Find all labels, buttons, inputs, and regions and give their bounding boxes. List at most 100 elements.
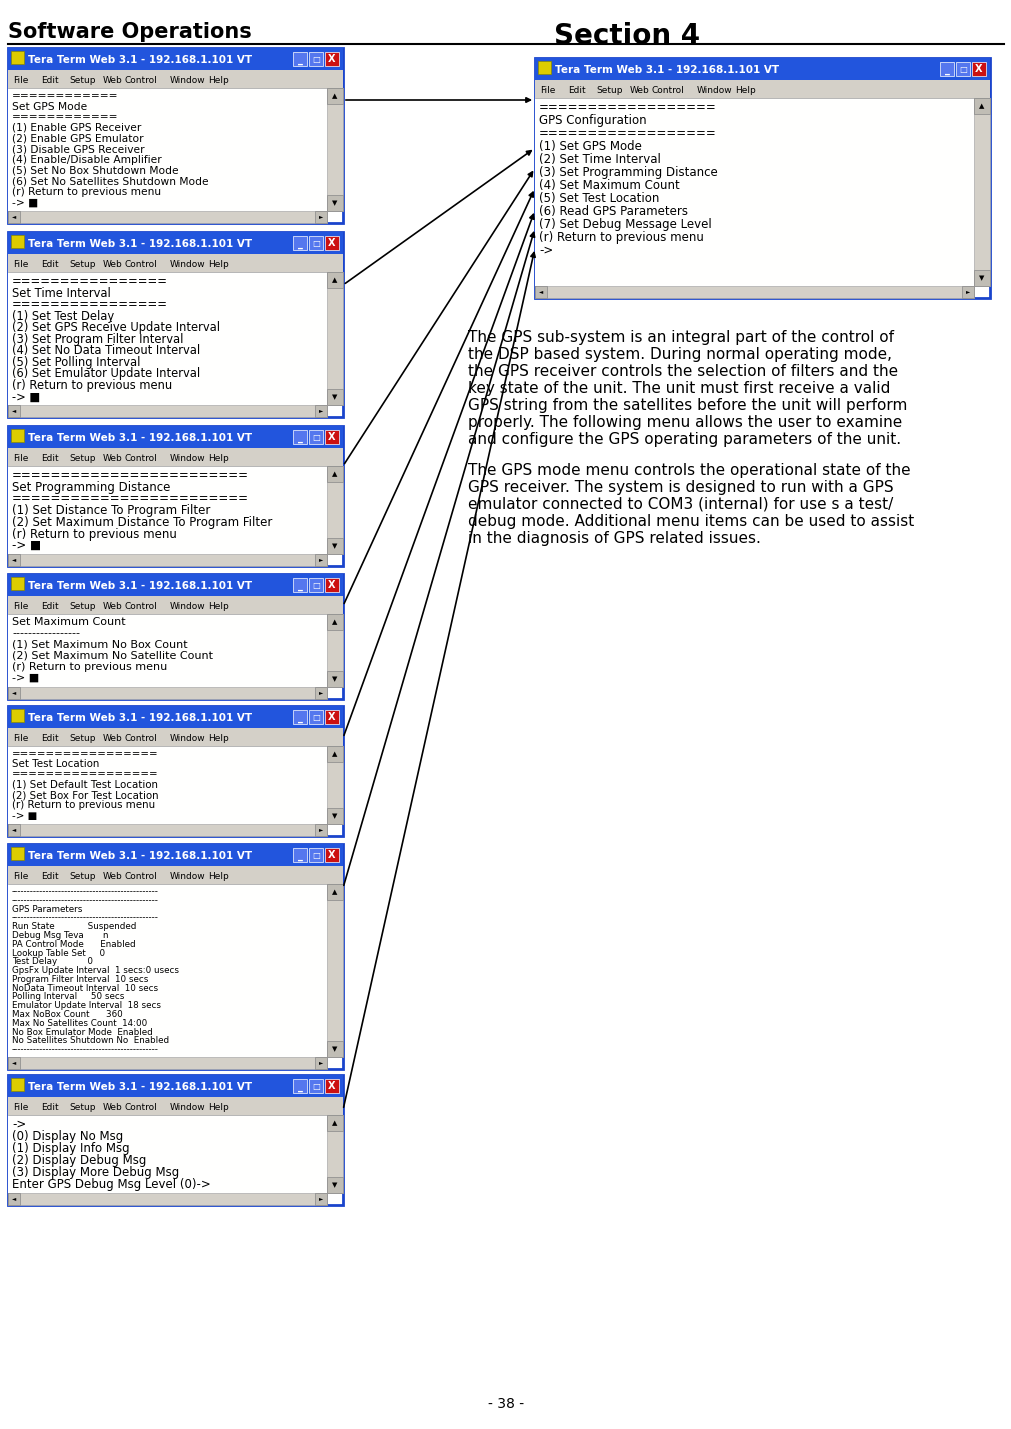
Bar <box>293 577 306 592</box>
Text: the GPS receiver controls the selection of filters and the: the GPS receiver controls the selection … <box>467 364 897 379</box>
Text: Control: Control <box>125 76 158 84</box>
Bar <box>8 687 20 699</box>
Bar <box>8 825 20 836</box>
Text: Emulator Update Interval  18 secs: Emulator Update Interval 18 secs <box>12 1002 161 1010</box>
Bar <box>11 51 24 64</box>
Bar <box>327 807 343 825</box>
Bar <box>535 286 547 299</box>
Text: Window: Window <box>169 260 205 269</box>
Text: ▲: ▲ <box>332 752 338 757</box>
Text: Edit: Edit <box>41 453 59 463</box>
Bar <box>293 236 306 250</box>
Text: Tera Term Web 3.1 - 192.168.1.101 VT: Tera Term Web 3.1 - 192.168.1.101 VT <box>554 64 778 74</box>
Text: □: □ <box>958 64 966 73</box>
Text: ==================: ================== <box>539 101 716 114</box>
Text: ▲: ▲ <box>332 93 338 99</box>
Bar <box>327 885 343 1057</box>
Text: Edit: Edit <box>567 86 585 94</box>
Bar <box>8 1057 327 1069</box>
Text: (1) Set Distance To Program Filter: (1) Set Distance To Program Filter <box>12 504 210 517</box>
Text: ▼: ▼ <box>332 1046 338 1052</box>
Text: ►: ► <box>318 557 323 563</box>
Text: Setup: Setup <box>69 602 95 610</box>
Bar <box>8 825 327 836</box>
Text: ►: ► <box>318 409 323 413</box>
Text: _: _ <box>297 582 302 592</box>
Bar <box>8 845 343 1069</box>
Bar <box>308 710 323 725</box>
Bar <box>308 1079 323 1093</box>
Text: ->: -> <box>12 1117 26 1130</box>
Text: (1) Set Test Delay: (1) Set Test Delay <box>12 310 114 323</box>
Bar <box>8 254 343 272</box>
Text: GPS string from the satellites before the unit will perform: GPS string from the satellites before th… <box>467 399 907 413</box>
Text: X: X <box>328 54 336 64</box>
Bar <box>325 847 339 862</box>
Bar <box>314 1057 327 1069</box>
Text: Tera Term Web 3.1 - 192.168.1.101 VT: Tera Term Web 3.1 - 192.168.1.101 VT <box>28 713 252 723</box>
Bar <box>314 211 327 223</box>
Bar <box>11 847 24 860</box>
Bar <box>8 574 343 596</box>
Text: NoData Timeout Interval  10 secs: NoData Timeout Interval 10 secs <box>12 983 158 993</box>
Bar <box>327 272 343 404</box>
Text: □: □ <box>311 1082 319 1090</box>
Text: □: □ <box>311 580 319 590</box>
Text: Program Filter Interval  10 secs: Program Filter Interval 10 secs <box>12 975 149 985</box>
Text: the DSP based system. During normal operating mode,: the DSP based system. During normal oper… <box>467 347 891 362</box>
Text: -> ■: -> ■ <box>12 539 41 552</box>
Text: □: □ <box>311 239 319 247</box>
Bar <box>327 466 343 554</box>
Text: (1) Enable GPS Receiver: (1) Enable GPS Receiver <box>12 123 142 133</box>
Text: ▲: ▲ <box>332 1120 338 1126</box>
Text: (2) Set Time Interval: (2) Set Time Interval <box>539 153 660 166</box>
Text: =================: ================= <box>12 749 159 759</box>
Text: Set Time Interval: Set Time Interval <box>12 287 110 300</box>
Bar <box>325 236 339 250</box>
Text: (r) Return to previous menu: (r) Return to previous menu <box>12 379 172 392</box>
Text: Edit: Edit <box>41 733 59 743</box>
Bar <box>314 687 327 699</box>
Text: Tera Term Web 3.1 - 192.168.1.101 VT: Tera Term Web 3.1 - 192.168.1.101 VT <box>28 433 252 443</box>
Text: ◄: ◄ <box>12 827 16 833</box>
Text: (r) Return to previous menu: (r) Return to previous menu <box>12 527 177 540</box>
Text: Help: Help <box>208 733 229 743</box>
Text: (6) Set Emulator Update Interval: (6) Set Emulator Update Interval <box>12 367 200 380</box>
Text: Web: Web <box>102 872 122 880</box>
Text: (5) Set No Box Shutdown Mode: (5) Set No Box Shutdown Mode <box>12 166 179 176</box>
Bar <box>327 614 343 630</box>
Text: (1) Set Default Test Location: (1) Set Default Test Location <box>12 780 158 790</box>
Text: ►: ► <box>318 690 323 696</box>
Text: Help: Help <box>208 602 229 610</box>
Text: Enter GPS Debug Msg Level (0)->: Enter GPS Debug Msg Level (0)-> <box>12 1177 210 1190</box>
Bar <box>973 99 989 286</box>
Text: ▲: ▲ <box>332 619 338 624</box>
Bar <box>535 286 973 299</box>
Text: -> ■: -> ■ <box>12 810 37 820</box>
Text: _: _ <box>297 852 302 862</box>
Text: -> ■: -> ■ <box>12 197 38 207</box>
Text: _: _ <box>297 1082 302 1092</box>
Text: Window: Window <box>169 1103 205 1112</box>
Text: Test Delay           0: Test Delay 0 <box>12 957 93 966</box>
Text: □: □ <box>311 850 319 859</box>
Text: (4) Set No Data Timeout Interval: (4) Set No Data Timeout Interval <box>12 344 200 357</box>
Bar <box>961 286 973 299</box>
Text: Software Operations: Software Operations <box>8 21 252 41</box>
Bar <box>538 61 550 74</box>
Text: X: X <box>328 1080 336 1090</box>
Text: Setup: Setup <box>595 86 622 94</box>
Bar <box>327 1115 343 1130</box>
Text: No Box Emulator Mode  Enabled: No Box Emulator Mode Enabled <box>12 1027 153 1036</box>
Bar <box>308 51 323 66</box>
Bar <box>8 426 343 449</box>
Text: (6) Set No Satellites Shutdown Mode: (6) Set No Satellites Shutdown Mode <box>12 176 208 186</box>
Text: ================: ================ <box>12 299 168 312</box>
Bar <box>327 89 343 104</box>
Text: Set Programming Distance: Set Programming Distance <box>12 480 170 493</box>
Text: ==================: ================== <box>539 127 716 140</box>
Text: Window: Window <box>169 453 205 463</box>
Bar <box>293 430 306 444</box>
Text: Control: Control <box>125 1103 158 1112</box>
Text: (3) Set Programming Distance: (3) Set Programming Distance <box>539 166 717 179</box>
